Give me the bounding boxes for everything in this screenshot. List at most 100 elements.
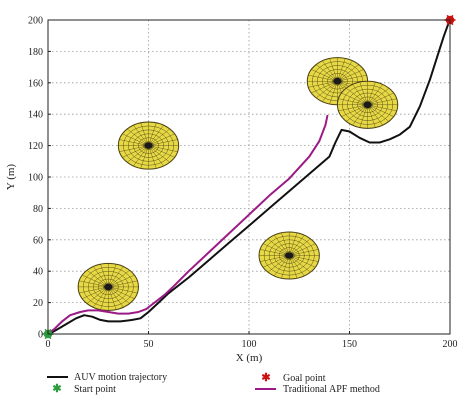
obstacle-spoke: [140, 122, 149, 144]
obstacle-spoke: [368, 84, 383, 104]
obstacle-spoke: [359, 81, 368, 104]
x-tick-label: 100: [242, 339, 257, 350]
obstacle-spoke: [329, 82, 338, 105]
obstacle-spoke: [150, 146, 170, 163]
obstacle-center: [284, 252, 294, 259]
obstacle-spoke: [93, 288, 108, 308]
obstacle-spoke: [263, 243, 288, 255]
y-tick-label: 200: [28, 16, 43, 27]
obstacle-spoke: [369, 87, 390, 104]
obstacle-spoke: [346, 105, 367, 122]
obstacle-spoke: [127, 128, 147, 145]
obstacle-spoke: [352, 106, 367, 126]
obstacle-spoke: [341, 92, 366, 105]
obstacle-spoke: [79, 287, 107, 294]
obstacle-spoke: [149, 125, 164, 145]
obstacle-spoke: [352, 84, 367, 104]
y-tick-label: 160: [28, 78, 43, 89]
obstacle-spoke: [291, 255, 319, 262]
obstacle-spoke: [290, 234, 305, 254]
obstacle-spoke: [150, 133, 175, 145]
x-axis-title: X (m): [236, 352, 263, 364]
obstacle-spoke: [149, 147, 164, 167]
legend-label-auv: AUV motion trajectory: [74, 372, 167, 383]
obstacle-spoke: [322, 60, 337, 80]
obstacle-spoke: [260, 249, 287, 256]
obstacle-spoke: [263, 256, 288, 268]
obstacle-spoke: [308, 81, 336, 88]
y-tick-label: 120: [28, 141, 43, 152]
obstacle-spoke: [140, 147, 149, 169]
obstacle-spoke: [109, 288, 124, 308]
obstacle: [117, 121, 180, 170]
obstacle-spoke: [315, 82, 336, 99]
obstacle-spoke: [86, 288, 107, 304]
obstacle-spoke: [109, 266, 124, 286]
obstacle-center: [144, 142, 153, 149]
obstacle-spoke: [108, 288, 117, 310]
obstacle-spoke: [338, 105, 366, 112]
obstacle-spoke: [86, 270, 107, 286]
obstacle-spoke: [267, 256, 288, 273]
obstacle-spoke: [291, 249, 319, 256]
series-line-apf: [47, 114, 329, 335]
obstacle-spoke: [109, 288, 130, 304]
y-tick-label: 100: [28, 173, 43, 184]
obstacle-spoke: [369, 98, 397, 105]
legend-label-goal: Goal point: [283, 373, 326, 384]
obstacle-spoke: [291, 243, 316, 255]
obstacle-spoke: [119, 145, 147, 152]
series: [47, 23, 449, 335]
obstacle-spoke: [290, 257, 305, 277]
y-tick-label: 180: [28, 47, 43, 58]
obstacle-spoke: [341, 105, 366, 117]
obstacle-spoke: [148, 122, 157, 144]
legend-label-apf: Traditional APF method: [283, 384, 380, 395]
obstacle-spoke: [122, 146, 147, 158]
obstacle-spoke: [339, 69, 364, 81]
y-tick-label: 20: [33, 298, 43, 309]
obstacle-spoke: [82, 274, 107, 287]
obstacle-spoke: [133, 125, 148, 145]
x-tick-label: 50: [144, 339, 154, 350]
obstacle-spoke: [308, 74, 336, 81]
x-tick-label: 200: [443, 339, 458, 350]
obstacle-spoke: [109, 270, 130, 286]
obstacle-spoke: [289, 232, 298, 254]
y-tick-label: 140: [28, 110, 43, 121]
grid: [48, 20, 450, 334]
obstacles: [77, 57, 399, 311]
legend-marker-start: ✱: [52, 383, 61, 395]
obstacle-spoke: [273, 234, 289, 254]
obstacle: [336, 80, 399, 129]
legend-label-start: Start point: [74, 384, 116, 395]
obstacle-spoke: [110, 280, 138, 287]
obstacle-spoke: [311, 81, 336, 94]
obstacle-spoke: [127, 146, 147, 163]
legend: AUV motion trajectory ✱ Start point ✱ Go…: [47, 372, 380, 395]
obstacle-spoke: [315, 64, 336, 81]
obstacle-spoke: [338, 60, 353, 80]
obstacle-spoke: [368, 106, 383, 126]
series-line-auv: [47, 23, 449, 335]
obstacle-spoke: [110, 274, 135, 287]
obstacle-spoke: [100, 288, 108, 310]
obstacle-spoke: [108, 264, 117, 286]
obstacle-spoke: [329, 58, 338, 80]
obstacle-spoke: [122, 133, 147, 145]
y-axis-title: Y (m): [5, 164, 17, 191]
obstacle-spoke: [150, 146, 175, 158]
obstacle-spoke: [260, 255, 287, 262]
obstacle-spoke: [290, 238, 311, 255]
obstacle-spoke: [281, 257, 289, 279]
obstacle-spoke: [337, 58, 346, 80]
ticks: 0 50 100 150 200 0 20 40 60 80 100 120 140 160 180 200: [28, 16, 458, 351]
obstacle: [258, 231, 320, 280]
obstacle-spoke: [82, 287, 107, 299]
obstacle-spoke: [110, 287, 138, 294]
obstacle-spoke: [311, 69, 336, 81]
x-tick-label: 0: [46, 339, 51, 350]
obstacle-spoke: [369, 105, 390, 122]
y-tick-label: 80: [33, 204, 43, 215]
